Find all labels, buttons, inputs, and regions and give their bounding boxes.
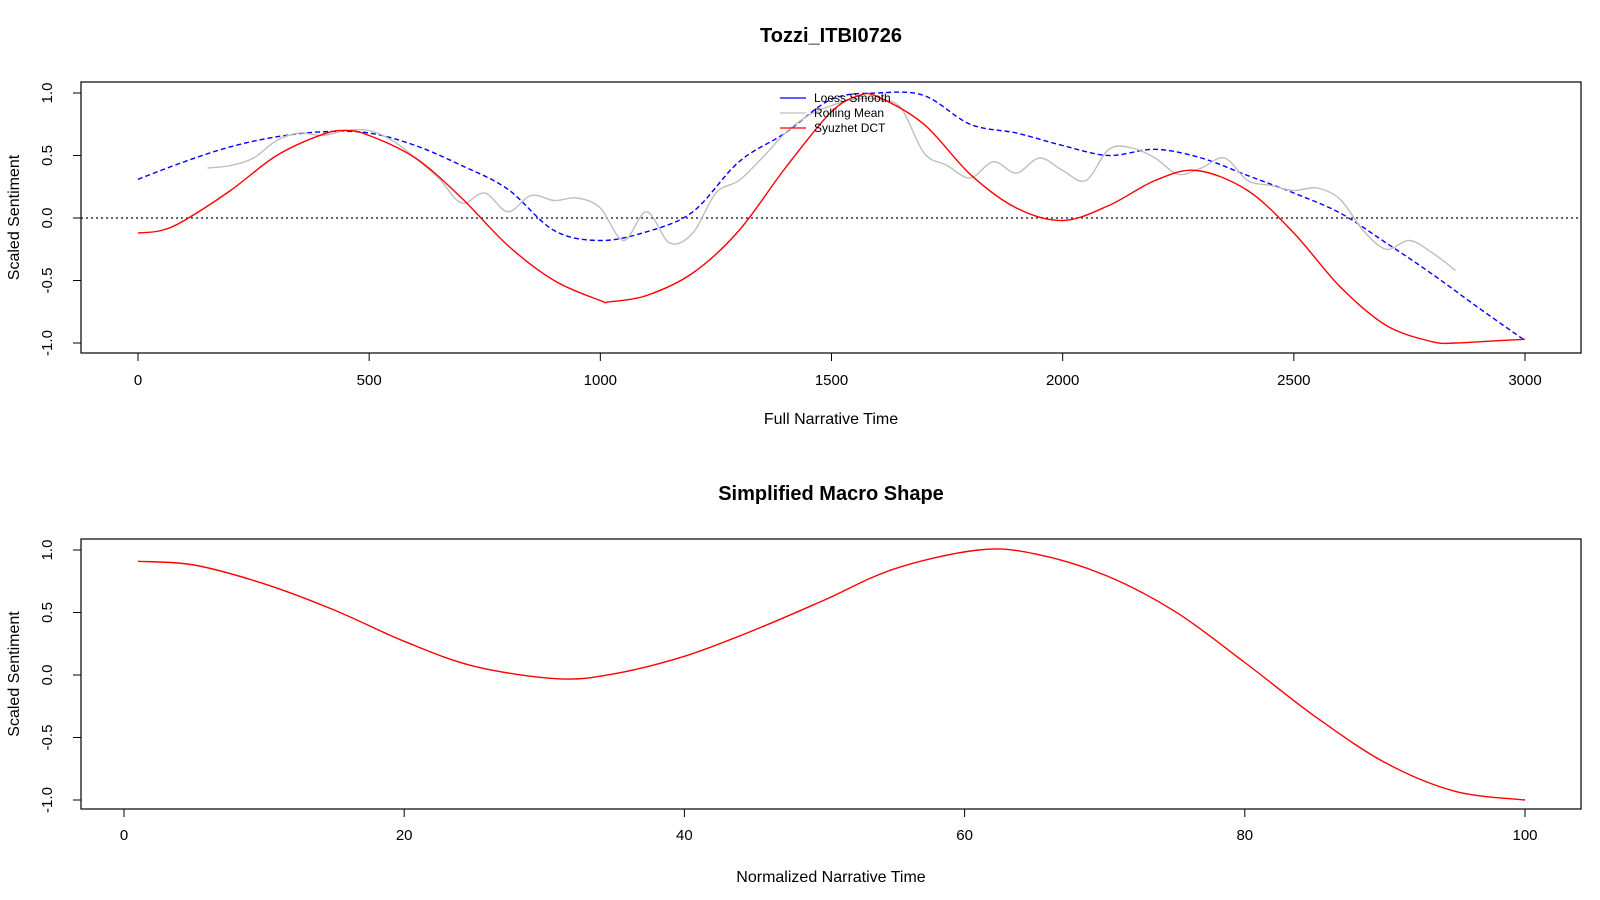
y-axis-label: Scaled Sentiment xyxy=(6,154,23,280)
x-tick-label: 0 xyxy=(120,827,128,844)
y-tick-label: 1.0 xyxy=(39,83,56,104)
y-tick-label: -0.5 xyxy=(39,725,56,751)
chart-0: Tozzi_ITBI0726 0 500 1000 1500 2000 2500 3000 -1… xyxy=(6,25,1582,428)
x-tick-label: 500 xyxy=(357,372,382,389)
chart-1: Simplified Macro Shape 0 20 40 60 80 100 -1.0 -0… xyxy=(6,483,1582,886)
legend-entry: Rolling Mean xyxy=(814,106,884,120)
legend-entry: Loess Smooth xyxy=(814,91,891,105)
y-tick-label: 0.0 xyxy=(39,665,56,686)
x-tick-label: 0 xyxy=(134,372,142,389)
chart-title: Tozzi_ITBI0726 xyxy=(760,25,902,47)
x-tick-label: 1500 xyxy=(815,372,848,389)
x-tick-label: 1000 xyxy=(584,372,617,389)
x-tick-label: 3000 xyxy=(1508,372,1541,389)
x-tick-label: 100 xyxy=(1512,827,1537,844)
x-tick-label: 80 xyxy=(1236,827,1253,844)
syuzhet-dct-line xyxy=(137,92,1526,345)
y-tick-label: -1.0 xyxy=(39,787,56,813)
y-axis-label: Scaled Sentiment xyxy=(6,611,23,737)
x-tick-label: 40 xyxy=(676,827,693,844)
x-tick-label: 60 xyxy=(956,827,973,844)
y-tick-label: -1.0 xyxy=(39,330,56,356)
y-tick-label: 0.5 xyxy=(39,145,56,166)
loess-smooth-line xyxy=(137,91,1526,342)
x-tick-label: 2000 xyxy=(1046,372,1079,389)
x-tick-label: 20 xyxy=(396,827,413,844)
y-tick-label: 1.0 xyxy=(39,540,56,561)
x-axis-label: Normalized Narrative Time xyxy=(736,869,925,886)
series-line xyxy=(137,548,1526,801)
x-tick-label: 2500 xyxy=(1277,372,1310,389)
chart-title: Simplified Macro Shape xyxy=(718,483,944,505)
y-tick-label: 0.5 xyxy=(39,602,56,623)
y-tick-label: 0.0 xyxy=(39,208,56,229)
legend-entry: Syuzhet DCT xyxy=(814,121,886,135)
x-axis-label: Full Narrative Time xyxy=(764,411,898,428)
plot-frame xyxy=(80,538,1582,810)
y-tick-label: -0.5 xyxy=(39,268,56,294)
